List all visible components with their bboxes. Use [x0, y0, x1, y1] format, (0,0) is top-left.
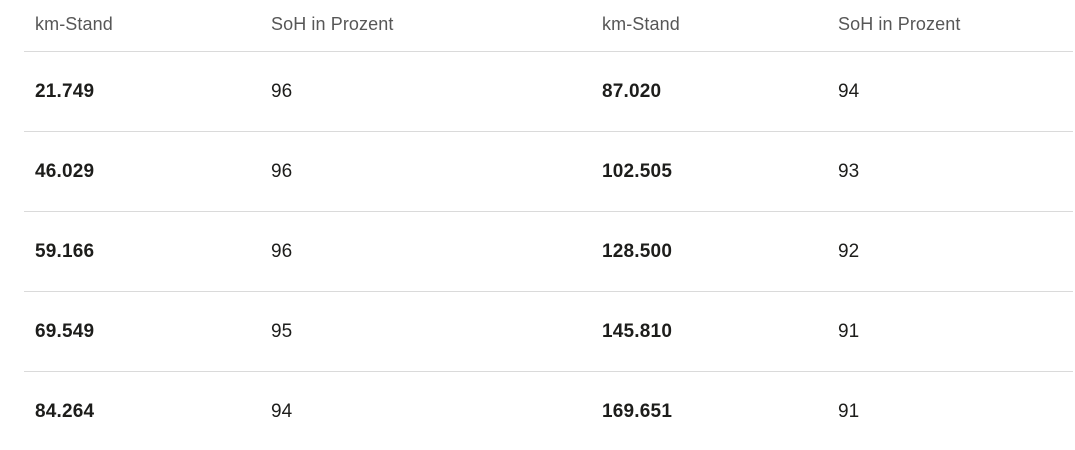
km-stand-value: 46.029: [24, 131, 260, 212]
table-row: 69.549 95 145.810 91: [24, 291, 1073, 372]
km-stand-value: 169.651: [591, 371, 827, 450]
soh-value: 96: [260, 131, 591, 212]
column-header-soh-right: SoH in Prozent: [838, 14, 961, 34]
km-stand-value: 69.549: [24, 291, 260, 372]
km-stand-value: 87.020: [591, 51, 827, 132]
soh-value: 96: [260, 211, 591, 292]
soh-value: 92: [827, 211, 1073, 292]
soh-value: 91: [827, 291, 1073, 372]
km-stand-value: 59.166: [24, 211, 260, 292]
soh-value: 96: [260, 51, 591, 132]
km-stand-value: 145.810: [591, 291, 827, 372]
table-row: 46.029 96 102.505 93: [24, 131, 1073, 212]
column-header-km-stand-left: km-Stand: [35, 14, 113, 34]
table-row: 59.166 96 128.500 92: [24, 211, 1073, 292]
soh-value: 91: [827, 371, 1073, 450]
soh-value: 94: [827, 51, 1073, 132]
soh-value: 95: [260, 291, 591, 372]
table-row: 84.264 94 169.651 91: [24, 371, 1073, 450]
km-stand-value: 128.500: [591, 211, 827, 292]
table-header-row: km-Stand SoH in Prozent km-Stand SoH in …: [24, 0, 1073, 52]
soh-value: 94: [260, 371, 591, 450]
column-header-km-stand-right: km-Stand: [602, 14, 680, 34]
km-stand-value: 21.749: [24, 51, 260, 132]
soh-table: km-Stand SoH in Prozent km-Stand SoH in …: [24, 0, 1073, 450]
km-stand-value: 102.505: [591, 131, 827, 212]
km-stand-value: 84.264: [24, 371, 260, 450]
soh-value: 93: [827, 131, 1073, 212]
column-header-soh-left: SoH in Prozent: [271, 14, 394, 34]
table-row: 21.749 96 87.020 94: [24, 51, 1073, 132]
